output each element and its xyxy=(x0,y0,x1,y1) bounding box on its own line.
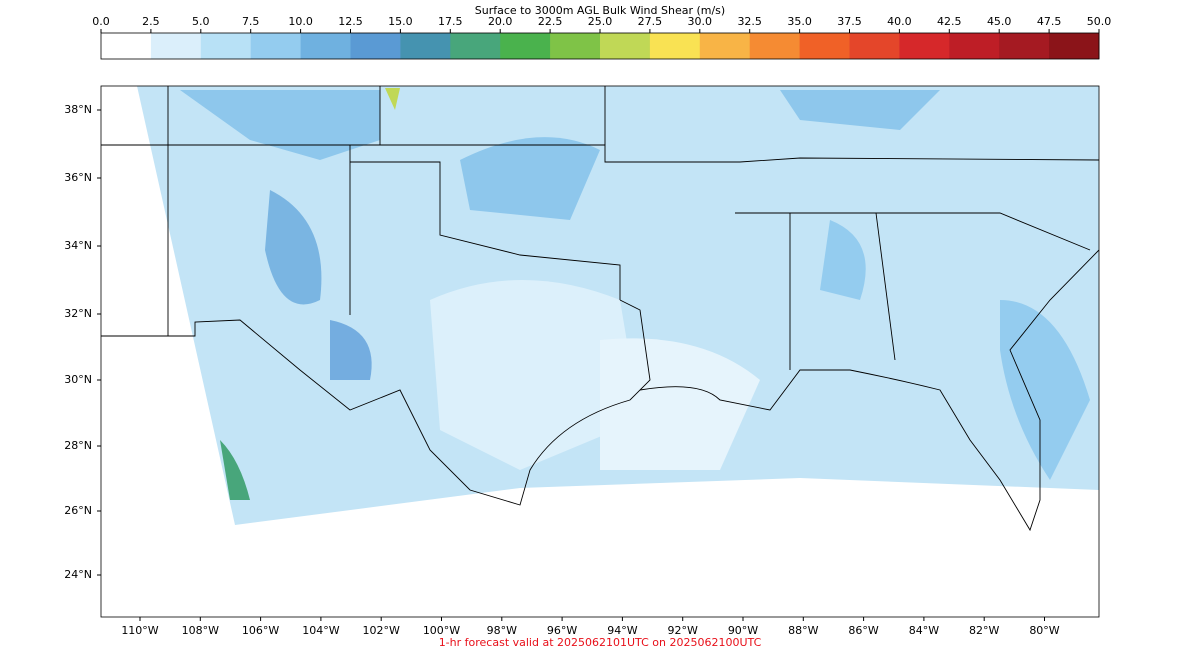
colorbar-title: Surface to 3000m AGL Bulk Wind Shear (m/… xyxy=(475,4,725,17)
colorbar-tick-label: 22.5 xyxy=(538,15,563,28)
colorbar-segment xyxy=(899,33,950,59)
colorbar-segment xyxy=(649,33,701,59)
lat-label: 28°N xyxy=(64,439,92,452)
colorbar-segment xyxy=(450,33,501,59)
map-frame xyxy=(100,85,1100,618)
map-field xyxy=(101,86,1100,532)
colorbar-segment xyxy=(949,33,1000,59)
lat-label: 36°N xyxy=(64,171,92,184)
colorbar-tick-label: 20.0 xyxy=(488,15,513,28)
lon-label: 98°W xyxy=(487,624,517,637)
colorbar-tick-label: 32.5 xyxy=(737,15,762,28)
colorbar-segment xyxy=(749,33,801,59)
colorbar-segment xyxy=(550,33,601,59)
lon-label: 102°W xyxy=(363,624,400,637)
lon-label: 96°W xyxy=(547,624,577,637)
colorbar-tick-label: 15.0 xyxy=(388,15,413,28)
colorbar-tick-label: 2.5 xyxy=(142,15,160,28)
colorbar-tick-label: 30.0 xyxy=(688,15,713,28)
lat-label: 34°N xyxy=(64,239,92,252)
lat-label: 26°N xyxy=(64,504,92,517)
colorbar-segment xyxy=(600,33,651,59)
lon-label: 88°W xyxy=(788,624,818,637)
lat-label: 38°N xyxy=(64,103,92,116)
lon-label: 106°W xyxy=(242,624,279,637)
colorbar-tick-label: 5.0 xyxy=(192,15,210,28)
colorbar-tick-label: 45.0 xyxy=(987,15,1012,28)
lon-label: 90°W xyxy=(728,624,758,637)
forecast-footer: 1-hr forecast valid at 2025062101UTC on … xyxy=(439,636,762,649)
colorbar-segment xyxy=(799,33,850,59)
colorbar-tick-label: 10.0 xyxy=(288,15,313,28)
lon-label: 110°W xyxy=(121,624,158,637)
colorbar-tick-label: 27.5 xyxy=(638,15,663,28)
lat-label: 30°N xyxy=(64,373,92,386)
lon-label: 80°W xyxy=(1029,624,1059,637)
lon-label: 94°W xyxy=(607,624,637,637)
colorbar-segment xyxy=(999,33,1050,59)
colorbar-tick-label: 25.0 xyxy=(588,15,613,28)
colorbar-tick-label: 0.0 xyxy=(92,15,110,28)
lon-label: 92°W xyxy=(668,624,698,637)
colorbar-tick-label: 12.5 xyxy=(338,15,363,28)
lon-label: 84°W xyxy=(909,624,939,637)
colorbar-segment xyxy=(849,33,900,59)
colorbar-tick-label: 47.5 xyxy=(1037,15,1062,28)
lat-label: 24°N xyxy=(64,568,92,581)
colorbar-segment xyxy=(250,33,302,59)
colorbar-tick-label: 7.5 xyxy=(242,15,260,28)
colorbar-tick-label: 42.5 xyxy=(937,15,962,28)
colorbar-segment xyxy=(350,33,401,59)
colorbar-segment xyxy=(1049,33,1100,59)
lat-label: 32°N xyxy=(64,307,92,320)
lon-label: 82°W xyxy=(969,624,999,637)
lon-label: 104°W xyxy=(302,624,339,637)
colorbar-tick-label: 50.0 xyxy=(1087,15,1112,28)
colorbar-tick-label: 35.0 xyxy=(787,15,812,28)
colorbar-tick-label: 37.5 xyxy=(837,15,862,28)
colorbar-segment xyxy=(101,33,152,59)
lon-label: 100°W xyxy=(423,624,460,637)
lon-label: 108°W xyxy=(182,624,219,637)
colorbar-tick-label: 40.0 xyxy=(887,15,912,28)
colorbar-segment xyxy=(300,33,351,59)
colorbar-segment xyxy=(699,33,751,59)
colorbar-segment xyxy=(150,33,202,59)
colorbar-segment xyxy=(400,33,451,59)
colorbar-tick-label: 17.5 xyxy=(438,15,463,28)
colorbar-segment xyxy=(500,33,551,59)
lon-label: 86°W xyxy=(848,624,878,637)
colorbar-segment xyxy=(200,33,252,59)
